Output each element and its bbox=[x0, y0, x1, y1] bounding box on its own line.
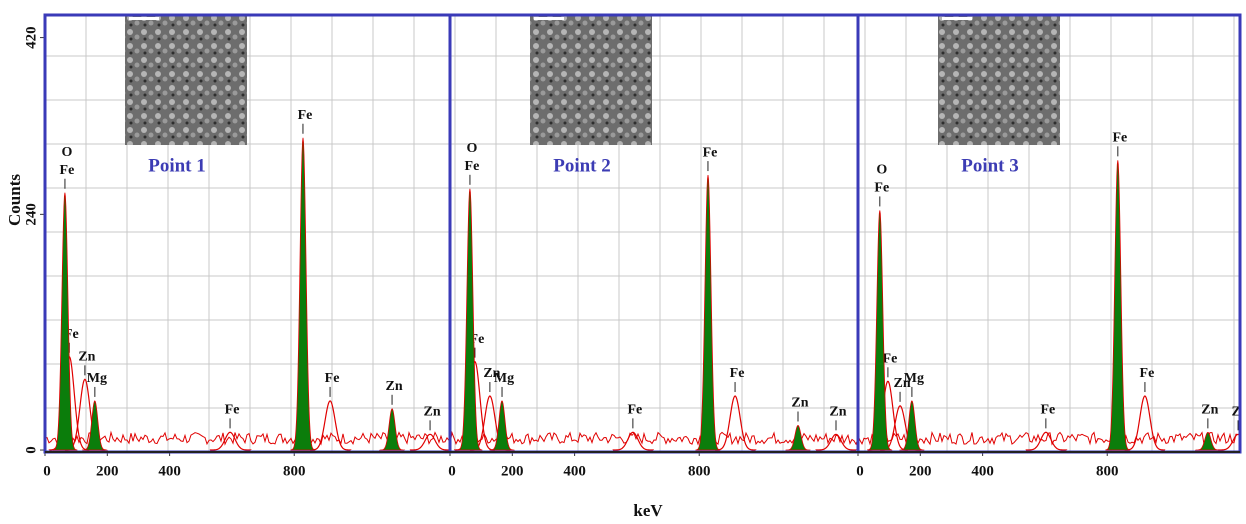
element-peak bbox=[53, 193, 77, 450]
x-tick-label: 800 bbox=[1096, 463, 1119, 479]
chart: Counts keV Point 1 Fe Zn Fe Fe Zn O Fe Mg Fe Zn 0 24… bbox=[0, 0, 1246, 524]
scale-bar bbox=[942, 17, 972, 20]
element-peak bbox=[380, 409, 404, 450]
x-tick-label: 800 bbox=[283, 463, 306, 479]
y-tick-label: 0 bbox=[23, 446, 39, 454]
element-peak bbox=[291, 138, 315, 450]
x-tick-label: 0 bbox=[856, 463, 864, 479]
peak-label: Zn bbox=[1201, 403, 1218, 418]
peak-label: Fe bbox=[627, 403, 642, 418]
peak-label: Zn bbox=[829, 405, 846, 420]
scale-bar bbox=[129, 17, 159, 20]
peak-label: O bbox=[61, 145, 72, 160]
peak-label: Fe bbox=[225, 403, 240, 418]
x-tick-label: 0 bbox=[43, 463, 51, 479]
line-peak bbox=[715, 396, 755, 450]
peak-label: Fe bbox=[730, 366, 745, 381]
x-tick-label: 200 bbox=[909, 463, 932, 479]
y-tick-label: 420 bbox=[23, 26, 39, 49]
panel-title: Point 2 bbox=[553, 155, 611, 176]
peak-label: Zn bbox=[791, 396, 808, 411]
x-tick-label: 400 bbox=[158, 463, 181, 479]
peak-label: Fe bbox=[874, 181, 889, 196]
x-tick-label: 200 bbox=[96, 463, 119, 479]
x-axis-label: keV bbox=[633, 501, 663, 520]
element-peak bbox=[458, 189, 482, 450]
page: Counts keV Point 1 Fe Zn Fe Fe Zn O Fe Mg Fe Zn 0 24… bbox=[0, 0, 1246, 524]
x-tick-label: 200 bbox=[501, 463, 524, 479]
peak-label: Fe bbox=[1140, 366, 1155, 381]
peak-label: Fe bbox=[703, 145, 718, 160]
panel-title: Point 3 bbox=[961, 155, 1019, 176]
x-tick-label: 400 bbox=[563, 463, 586, 479]
peak-label: Mg bbox=[904, 371, 924, 386]
peak-label: O bbox=[466, 141, 477, 156]
x-tick-label: 0 bbox=[448, 463, 456, 479]
sem-image bbox=[938, 15, 1060, 145]
peak-label: Fe bbox=[1040, 403, 1055, 418]
peak-label: Zn bbox=[78, 350, 95, 365]
x-tick-label: 800 bbox=[688, 463, 711, 479]
peak-label: Zn bbox=[423, 405, 440, 420]
panel-title: Point 1 bbox=[148, 155, 206, 176]
element-peak bbox=[1106, 160, 1130, 450]
peak-label: Fe bbox=[325, 371, 340, 386]
peak-label: O bbox=[876, 163, 887, 178]
scale-bar bbox=[534, 17, 564, 20]
peak-label: Fe bbox=[1112, 131, 1127, 146]
sem-image bbox=[125, 15, 247, 145]
y-tick-label: 240 bbox=[23, 203, 39, 226]
element-peak bbox=[868, 210, 892, 450]
element-peak bbox=[696, 175, 720, 450]
peak-label: Mg bbox=[87, 371, 107, 386]
peak-label: Fe bbox=[465, 159, 480, 174]
y-axis-label: Counts bbox=[5, 174, 24, 226]
peak-label: Fe bbox=[883, 352, 898, 367]
line-peak bbox=[1125, 396, 1165, 450]
peak-label: Fe bbox=[60, 163, 75, 178]
x-tick-label: 400 bbox=[971, 463, 994, 479]
sem-image bbox=[530, 15, 652, 145]
peak-label: Fe bbox=[298, 108, 313, 123]
peak-label: Mg bbox=[494, 371, 514, 386]
peak-label: Zn bbox=[385, 379, 402, 394]
